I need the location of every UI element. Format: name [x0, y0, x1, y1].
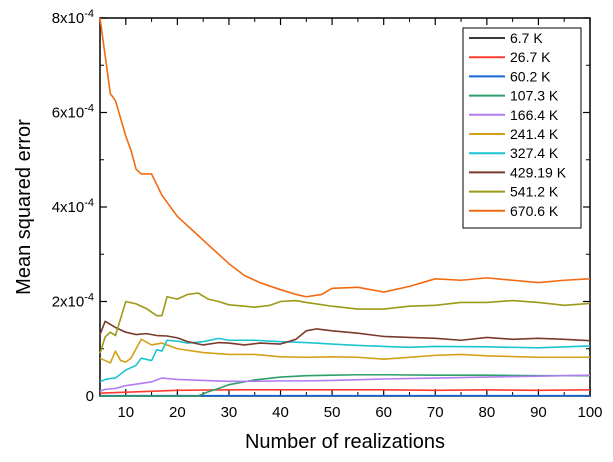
legend-label: 166.4 K [510, 107, 559, 123]
series-line-5 [99, 338, 590, 364]
series-line-4 [99, 374, 591, 393]
series-line-9 [99, 17, 591, 298]
series-line-1 [99, 389, 591, 394]
y-axis-title: Mean squared error [13, 119, 35, 295]
x-tick-label: 80 [478, 404, 495, 421]
series-layer [99, 17, 591, 397]
x-axis-title: Number of realizations [245, 431, 445, 453]
x-tick-label: 100 [577, 404, 602, 421]
legend-label: 107.3 K [510, 88, 559, 104]
legend-label: 429.19 K [510, 164, 567, 180]
legend-label: 26.7 K [510, 49, 551, 65]
x-tick-label: 10 [117, 404, 134, 421]
legend-label: 670.6 K [510, 203, 559, 219]
x-tick-label: 70 [427, 404, 444, 421]
series-line-3 [100, 373, 590, 397]
x-tick-label: 50 [324, 404, 341, 421]
y-tick-label: 0 [86, 388, 94, 405]
legend-label: 327.4 K [510, 145, 559, 161]
series-line-8 [99, 292, 591, 354]
y-tick-label: 8x10-4 [52, 8, 94, 27]
x-tick-label: 20 [169, 404, 186, 421]
legend-label: 6.7 K [510, 30, 543, 46]
legend-label: 241.4 K [510, 126, 559, 142]
x-tick-label: 60 [375, 404, 392, 421]
legend-label: 60.2 K [510, 68, 551, 84]
legend-box [462, 27, 582, 229]
series-line-7 [99, 320, 591, 346]
y-tick-label: 6x10-4 [52, 103, 94, 122]
axis-ticks: 10 20 30 40 50 60 70 80 90 100 0 2x10-4 4x10-4 6x10-4… [52, 8, 603, 421]
x-tick-label: 30 [221, 404, 238, 421]
legend-label: 541.2 K [510, 184, 559, 200]
series-line-6 [99, 337, 591, 383]
y-tick-label: 2x10-4 [52, 292, 94, 311]
legend: 6.7 K 26.7 K 60.2 K 107.3 K 166.4 K 241.4 K 32… [462, 27, 582, 229]
x-tick-label: 40 [272, 404, 289, 421]
x-tick-label: 90 [530, 404, 547, 421]
y-tick-label: 4x10-4 [52, 197, 94, 216]
